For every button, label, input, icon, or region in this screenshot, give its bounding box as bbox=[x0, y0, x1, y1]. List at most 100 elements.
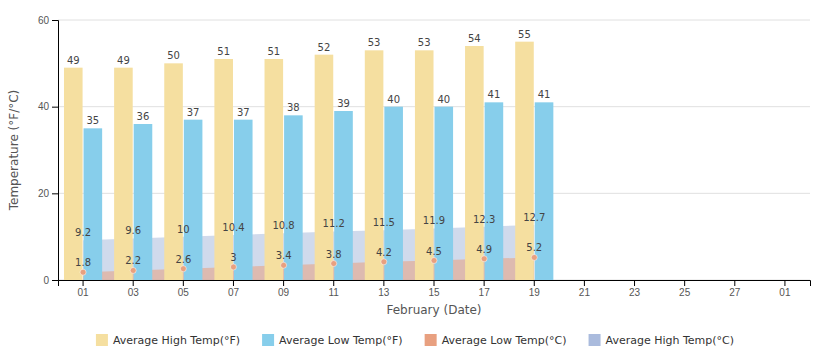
y-axis-line bbox=[52, 21, 59, 281]
x-tick: 11 bbox=[329, 280, 340, 298]
x-tick-mark bbox=[434, 280, 435, 286]
x-tick-label: 11 bbox=[329, 287, 340, 298]
legend-item: Average Low Temp(°C) bbox=[425, 334, 567, 347]
y-tick-mark bbox=[52, 193, 58, 194]
bar bbox=[164, 63, 183, 280]
y-axis-title: Temperature (°F/°C) bbox=[7, 90, 21, 212]
data-label: 2.2 bbox=[125, 255, 141, 266]
x-tick-mark bbox=[283, 280, 284, 286]
plot: 0204060010305070911131517192123252701494… bbox=[7, 15, 811, 317]
x-tick-mark bbox=[484, 280, 485, 286]
data-label: 9.6 bbox=[125, 225, 141, 236]
data-label: 12.7 bbox=[523, 212, 545, 223]
x-axis: 010305070911131517192123252701 bbox=[59, 280, 811, 298]
x-tick: 09 bbox=[278, 280, 290, 298]
data-label: 35 bbox=[86, 115, 99, 126]
data-label: 54 bbox=[468, 33, 481, 44]
y-tick: 20 bbox=[38, 188, 58, 199]
x-tick-label: 01 bbox=[779, 287, 791, 298]
legend-label: Average High Temp(°C) bbox=[606, 334, 735, 347]
legend-swatch bbox=[425, 334, 437, 346]
x-tick-mark bbox=[584, 280, 585, 286]
marker bbox=[281, 262, 287, 268]
x-tick-mark bbox=[233, 280, 234, 286]
data-label: 10.8 bbox=[272, 220, 294, 231]
marks bbox=[64, 42, 553, 280]
y-tick-label: 20 bbox=[38, 188, 50, 199]
bar bbox=[315, 55, 334, 280]
data-label: 9.2 bbox=[75, 227, 91, 238]
bar bbox=[214, 59, 233, 280]
legend-swatch bbox=[96, 334, 108, 346]
x-tick-mark bbox=[333, 280, 334, 286]
data-label: 49 bbox=[67, 55, 80, 66]
y-tick: 40 bbox=[38, 101, 58, 112]
y-tick: 0 bbox=[43, 275, 58, 286]
legend-label: Average Low Temp(°C) bbox=[442, 334, 567, 347]
legend-item: Average Low Temp(°F) bbox=[262, 334, 403, 347]
x-tick: 03 bbox=[128, 280, 140, 298]
bar bbox=[365, 50, 384, 280]
x-tick: 27 bbox=[729, 280, 741, 298]
bar bbox=[114, 68, 133, 280]
y-tick-mark bbox=[52, 280, 58, 281]
y-axis: 0 20 40 60 bbox=[38, 15, 59, 286]
x-tick-label: 27 bbox=[729, 287, 741, 298]
x-tick: 05 bbox=[178, 280, 190, 298]
y-tick-label: 40 bbox=[38, 101, 50, 112]
x-tick: 01 bbox=[779, 280, 791, 298]
x-tick-mark bbox=[133, 280, 134, 286]
legend-swatch bbox=[262, 334, 274, 346]
marker-series bbox=[80, 254, 537, 275]
marker bbox=[230, 264, 236, 270]
data-label: 12.3 bbox=[473, 214, 495, 225]
data-label: 40 bbox=[387, 94, 400, 105]
marker bbox=[180, 266, 186, 272]
data-label: 52 bbox=[318, 42, 331, 53]
x-tick-mark bbox=[684, 280, 685, 286]
x-tick-mark bbox=[734, 280, 735, 286]
data-label: 41 bbox=[538, 89, 551, 100]
x-tick-label: 05 bbox=[178, 287, 190, 298]
data-label: 41 bbox=[488, 89, 501, 100]
x-tick-mark bbox=[534, 280, 535, 286]
x-tick-mark bbox=[183, 280, 184, 286]
data-label: 3.4 bbox=[276, 250, 292, 261]
y-tick: 60 bbox=[38, 15, 58, 26]
marker bbox=[531, 254, 537, 260]
data-label: 53 bbox=[418, 37, 431, 48]
data-label: 3 bbox=[230, 252, 236, 263]
x-tick: 07 bbox=[228, 280, 240, 298]
data-label: 51 bbox=[217, 46, 230, 57]
x-tick-label: 13 bbox=[378, 287, 390, 298]
x-tick: 19 bbox=[529, 280, 541, 298]
bar-series bbox=[84, 102, 554, 280]
data-label: 10 bbox=[177, 224, 190, 235]
data-label: 4.5 bbox=[426, 246, 442, 257]
legend-item: Average High Temp(°C) bbox=[589, 334, 735, 347]
marker bbox=[80, 269, 86, 275]
data-label: 1.8 bbox=[75, 257, 91, 268]
marker bbox=[331, 261, 337, 267]
data-label: 4.9 bbox=[476, 244, 492, 255]
data-label: 36 bbox=[137, 111, 150, 122]
data-label: 37 bbox=[237, 107, 250, 118]
x-tick-label: 01 bbox=[78, 287, 90, 298]
data-label: 53 bbox=[368, 37, 381, 48]
data-label: 5.2 bbox=[526, 242, 542, 253]
x-tick-label: 21 bbox=[579, 287, 591, 298]
data-label: 39 bbox=[337, 98, 350, 109]
y-tick-label: 0 bbox=[43, 275, 49, 286]
bar bbox=[265, 59, 284, 280]
data-label: 11.5 bbox=[373, 217, 395, 228]
x-tick: 23 bbox=[629, 280, 641, 298]
data-label: 38 bbox=[287, 102, 300, 113]
x-tick-mark bbox=[784, 280, 785, 286]
data-labels: 4949505151525353545535363737383940404141… bbox=[67, 29, 550, 269]
x-tick: 13 bbox=[378, 280, 390, 298]
data-label: 10.4 bbox=[222, 222, 244, 233]
x-tick-label: 17 bbox=[479, 287, 491, 298]
legend-label: Average Low Temp(°F) bbox=[279, 334, 403, 347]
data-label: 49 bbox=[117, 55, 130, 66]
x-tick-mark bbox=[634, 280, 635, 286]
